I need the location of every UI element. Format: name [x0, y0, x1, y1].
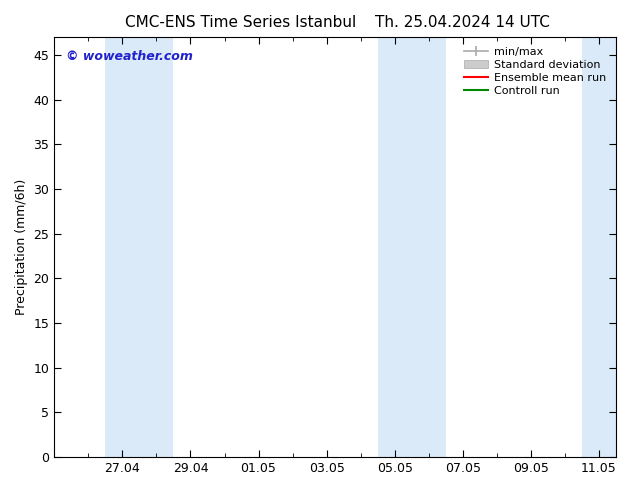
- Text: CMC-ENS Time Series Istanbul: CMC-ENS Time Series Istanbul: [126, 15, 356, 30]
- Legend: min/max, Standard deviation, Ensemble mean run, Controll run: min/max, Standard deviation, Ensemble me…: [459, 43, 611, 100]
- Y-axis label: Precipitation (mm/6h): Precipitation (mm/6h): [15, 179, 28, 315]
- Text: Th. 25.04.2024 14 UTC: Th. 25.04.2024 14 UTC: [375, 15, 550, 30]
- Text: © woweather.com: © woweather.com: [65, 49, 192, 63]
- Bar: [582, 37, 616, 457]
- Bar: [378, 37, 446, 457]
- Bar: [105, 37, 174, 457]
